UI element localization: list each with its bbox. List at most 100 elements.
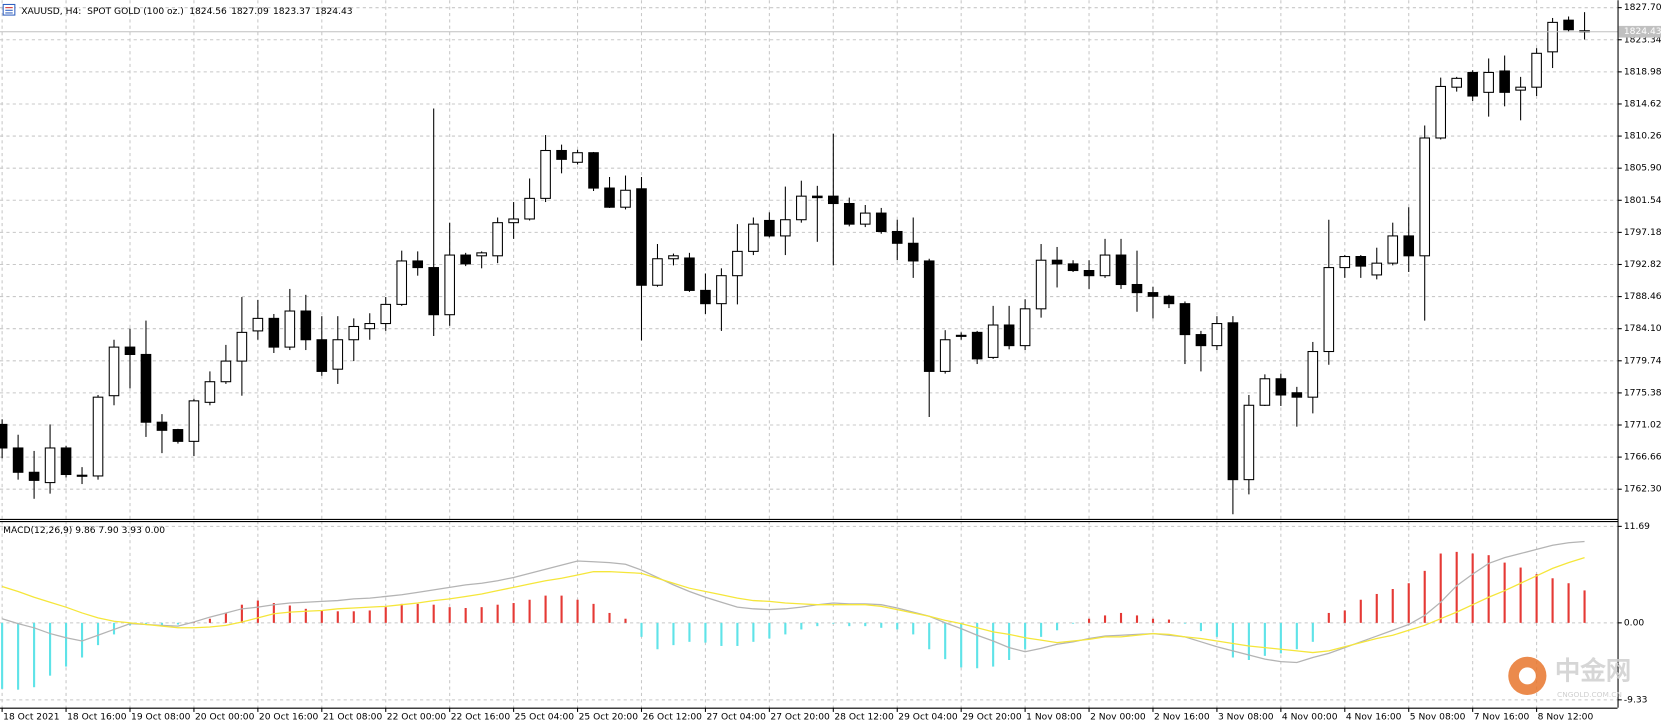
candle-body	[396, 260, 408, 305]
histogram-bar	[416, 603, 419, 623]
candle-body	[1371, 262, 1383, 276]
histogram-bar	[624, 618, 627, 623]
x-tick-label: 7 Nov 16:00	[1474, 713, 1530, 723]
y-tick-label: 1805.90	[1624, 164, 1661, 174]
candle-body	[668, 255, 679, 260]
histogram-bar	[816, 622, 819, 627]
candle-body	[172, 429, 184, 442]
histogram-bar	[1263, 622, 1266, 656]
histogram-bar	[752, 622, 755, 642]
candle-body	[987, 324, 999, 358]
candle-body	[12, 447, 24, 473]
chart-header: XAUUSD, H4: SPOT GOLD (100 oz.) 1824.56 18…	[21, 6, 353, 16]
candle-body	[492, 222, 503, 257]
candle-body	[636, 188, 647, 286]
x-tick-label: 2 Nov 00:00	[1090, 713, 1146, 723]
histogram-bar	[896, 622, 899, 630]
candle-body	[28, 471, 40, 481]
candle-body	[1227, 322, 1239, 481]
histogram-bar	[928, 622, 931, 650]
header-high: 1827.09	[231, 6, 269, 16]
histogram-bar	[1024, 622, 1027, 650]
x-tick-label: 1 Nov 08:00	[1026, 713, 1082, 723]
candle-body	[796, 195, 807, 221]
candle-body	[124, 346, 136, 355]
x-tick-label: 20 Oct 16:00	[259, 713, 319, 723]
grid-layer	[0, 0, 1622, 712]
histogram-bar	[144, 622, 148, 625]
candle-body	[1307, 350, 1319, 398]
candle-body	[108, 346, 120, 397]
y-tick-label: 0.00	[1624, 618, 1644, 628]
candle-body	[284, 310, 296, 348]
histogram-bar	[1231, 622, 1234, 658]
x-tick-label: 3 Nov 08:00	[1218, 713, 1274, 723]
histogram-bar	[432, 604, 435, 623]
candle-body	[955, 334, 967, 337]
candle-body	[364, 323, 376, 330]
candle-body	[588, 152, 599, 189]
candle-body	[1451, 77, 1462, 88]
x-tick-label: 22 Oct 16:00	[451, 713, 511, 723]
y-tick-label: 1814.62	[1624, 99, 1661, 109]
candle-body	[1099, 254, 1111, 277]
macd-header: MACD(12,26,9) 9.86 7.90 3.93 0.00	[3, 526, 165, 536]
candle-body	[1547, 21, 1558, 53]
histogram-bar	[1151, 618, 1155, 623]
histogram-bar	[1519, 567, 1522, 623]
histogram-bar	[784, 622, 787, 635]
candle-body	[923, 260, 935, 372]
histogram-bar	[1215, 622, 1218, 637]
histogram-bar	[96, 622, 100, 646]
histogram-bar	[672, 622, 675, 646]
histogram-bar	[1119, 612, 1123, 623]
candle-body	[875, 212, 887, 233]
histogram-bar	[944, 622, 947, 660]
candle-body	[1323, 267, 1335, 353]
candle-body	[220, 360, 232, 383]
histogram-bar	[336, 611, 339, 623]
x-tick-label: 19 Oct 08:00	[131, 713, 191, 723]
candle-body	[891, 230, 903, 244]
candle-body	[140, 353, 152, 423]
histogram-bar	[1487, 555, 1490, 623]
x-tick-label: 18 Oct 2021	[3, 713, 59, 723]
histogram-bar	[240, 604, 243, 623]
candle-body	[412, 260, 424, 269]
candle-body	[764, 219, 775, 237]
candle-body	[460, 254, 471, 265]
watermark-text: 中金网	[1555, 657, 1631, 687]
candle-body	[60, 447, 72, 476]
histogram-bar	[400, 603, 403, 623]
candle-body	[716, 275, 727, 305]
histogram-bar	[1391, 589, 1394, 623]
candle-body	[1243, 404, 1255, 481]
candle-body	[971, 331, 983, 360]
x-tick-label: 20 Oct 00:00	[195, 713, 255, 723]
candle-body	[1435, 85, 1447, 139]
y-tick-label: 1823.34	[1624, 35, 1661, 45]
histogram-bar	[1103, 615, 1107, 623]
histogram-bar	[208, 618, 211, 623]
histogram-bar	[736, 622, 739, 646]
header-close: 1824.43	[315, 6, 353, 16]
watermark: 中金网 CNGOLD.COM.CN	[1508, 657, 1631, 699]
x-tick-label: 22 Oct 00:00	[387, 713, 447, 723]
watermark-logo	[1518, 667, 1536, 685]
histogram-bar	[1056, 622, 1059, 631]
y-tick-label: 1788.46	[1624, 292, 1661, 302]
y-tick-label: 1779.74	[1624, 356, 1661, 366]
y-tick-label: 1771.02	[1624, 421, 1661, 431]
header-low: 1823.37	[273, 6, 311, 16]
candle-body	[1531, 52, 1542, 88]
candle-body	[332, 339, 344, 370]
candle-body	[1195, 334, 1207, 347]
histogram-bar	[1503, 562, 1506, 623]
histogram-bar	[976, 622, 979, 669]
histogram-bar	[1199, 622, 1202, 632]
candle-body	[300, 310, 312, 341]
candle-body	[1259, 378, 1271, 406]
candle-body	[540, 149, 551, 199]
x-tick-label: 28 Oct 12:00	[834, 713, 894, 723]
